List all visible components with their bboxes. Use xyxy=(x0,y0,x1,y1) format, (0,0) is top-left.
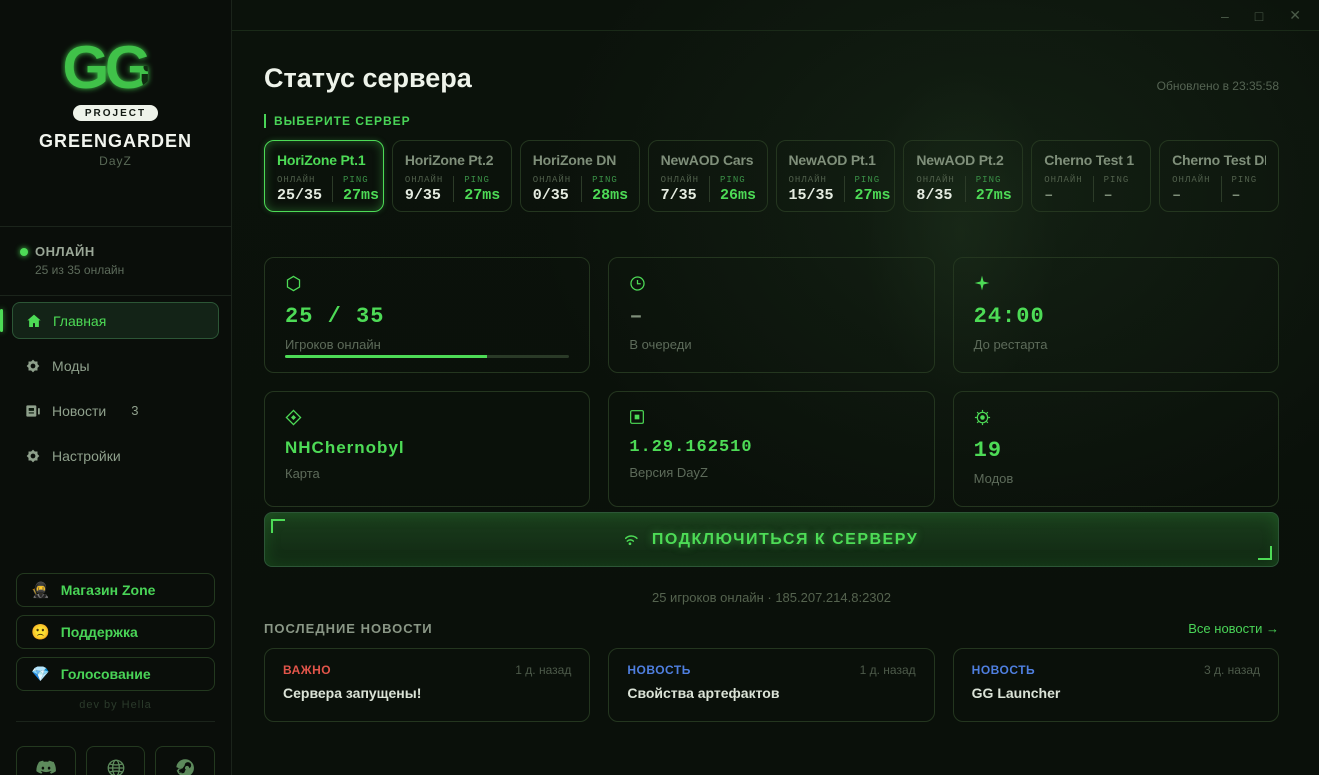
svg-text:GG: GG xyxy=(62,34,148,101)
